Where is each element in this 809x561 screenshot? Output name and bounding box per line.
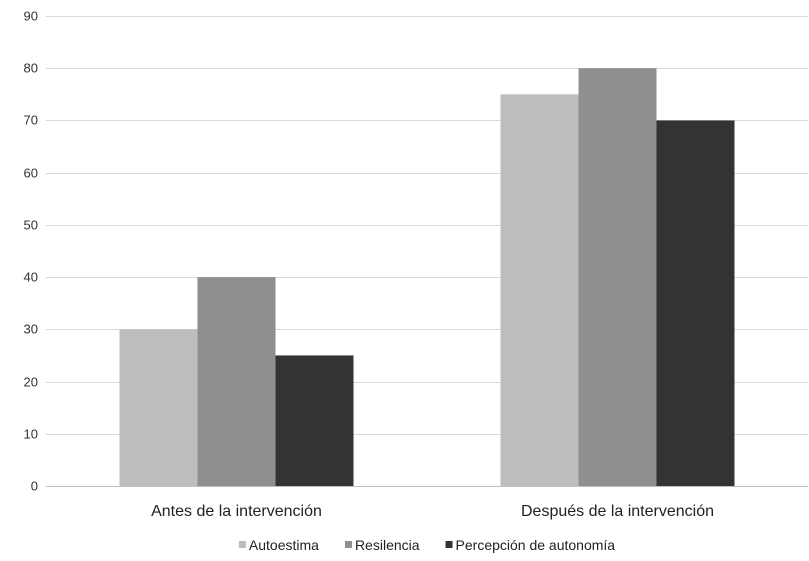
x-category-label-0: Antes de la intervención	[151, 503, 322, 520]
y-tick-label-10: 10	[24, 427, 38, 442]
y-tick-label-50: 50	[24, 218, 38, 233]
y-tick-label-30: 30	[24, 322, 38, 337]
legend-label-0: Autoestima	[249, 537, 319, 553]
legend-swatch-1	[344, 541, 352, 548]
x-axis-category-labels: Antes de la intervención Después de la in…	[151, 503, 714, 520]
bar-antes-1	[197, 277, 276, 486]
bar-antes-0	[119, 329, 198, 486]
bar-despues-0	[500, 94, 579, 486]
x-category-label-1: Después de la intervención	[521, 503, 714, 520]
bar-despues-1	[578, 68, 657, 486]
y-tick-label-70: 70	[24, 113, 38, 128]
legend-item-1: Resilencia	[344, 537, 420, 553]
bars	[119, 68, 735, 486]
legend-item-0: Autoestima	[238, 537, 319, 553]
y-tick-label-90: 90	[24, 9, 38, 24]
y-tick-label-80: 80	[24, 61, 38, 76]
y-axis-tick-labels: 0 10 20 30 40 50 60 70 80 90	[24, 9, 38, 494]
legend-swatch-0	[238, 541, 246, 548]
legend-swatch-2	[445, 541, 453, 548]
bar-despues-2	[656, 120, 735, 486]
bar-antes-2	[275, 355, 354, 486]
legend-label-1: Resilencia	[355, 537, 420, 553]
legend: Autoestima Resilencia Percepción de autono…	[238, 537, 616, 553]
y-tick-label-60: 60	[24, 166, 38, 181]
legend-label-2: Percepción de autonomía	[456, 537, 616, 553]
y-tick-label-40: 40	[24, 270, 38, 285]
legend-item-2: Percepción de autonomía	[445, 537, 616, 553]
y-tick-label-0: 0	[31, 479, 38, 494]
y-tick-label-20: 20	[24, 375, 38, 390]
